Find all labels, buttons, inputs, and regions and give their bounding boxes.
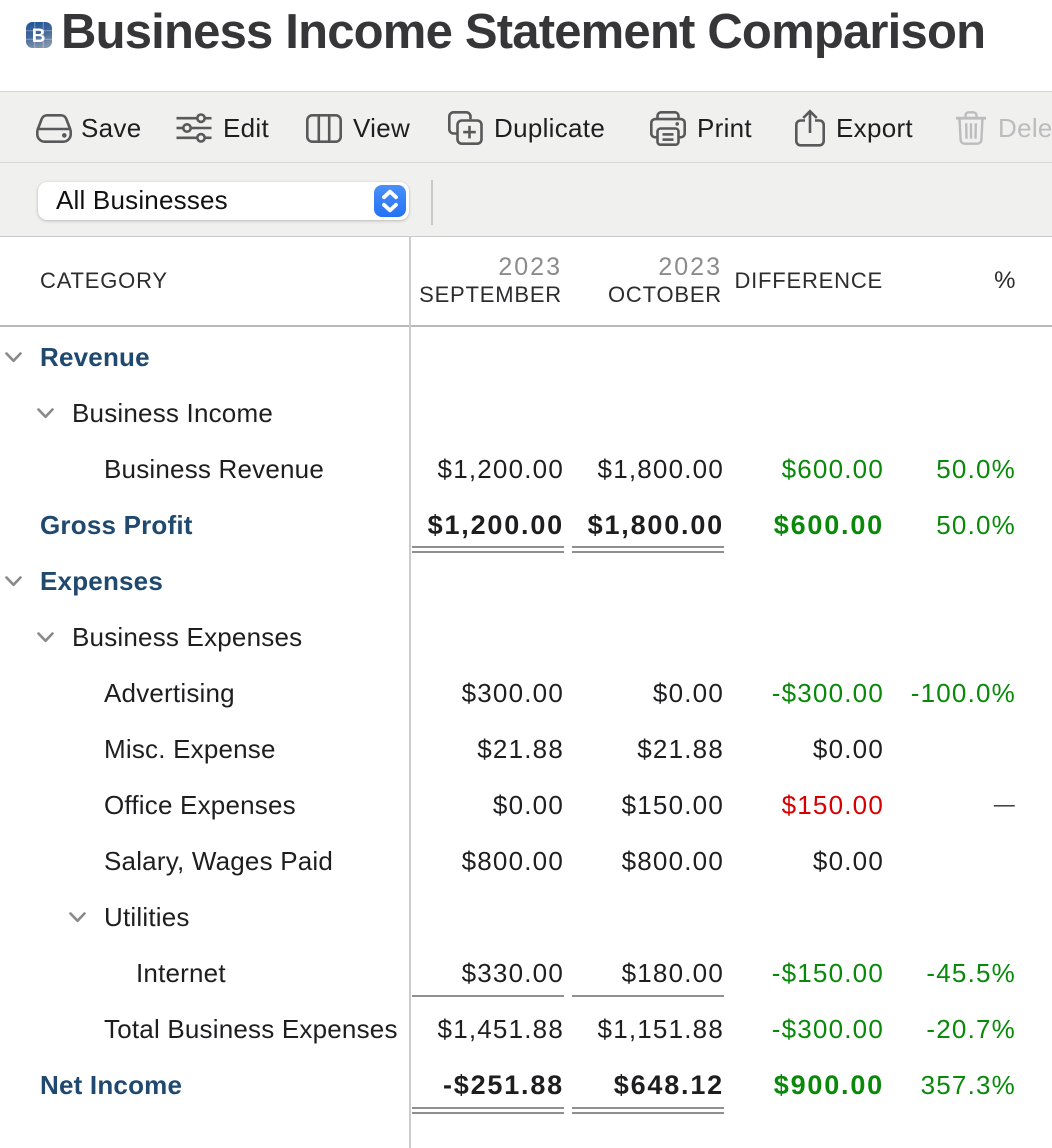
svg-text:B: B [32,26,46,47]
